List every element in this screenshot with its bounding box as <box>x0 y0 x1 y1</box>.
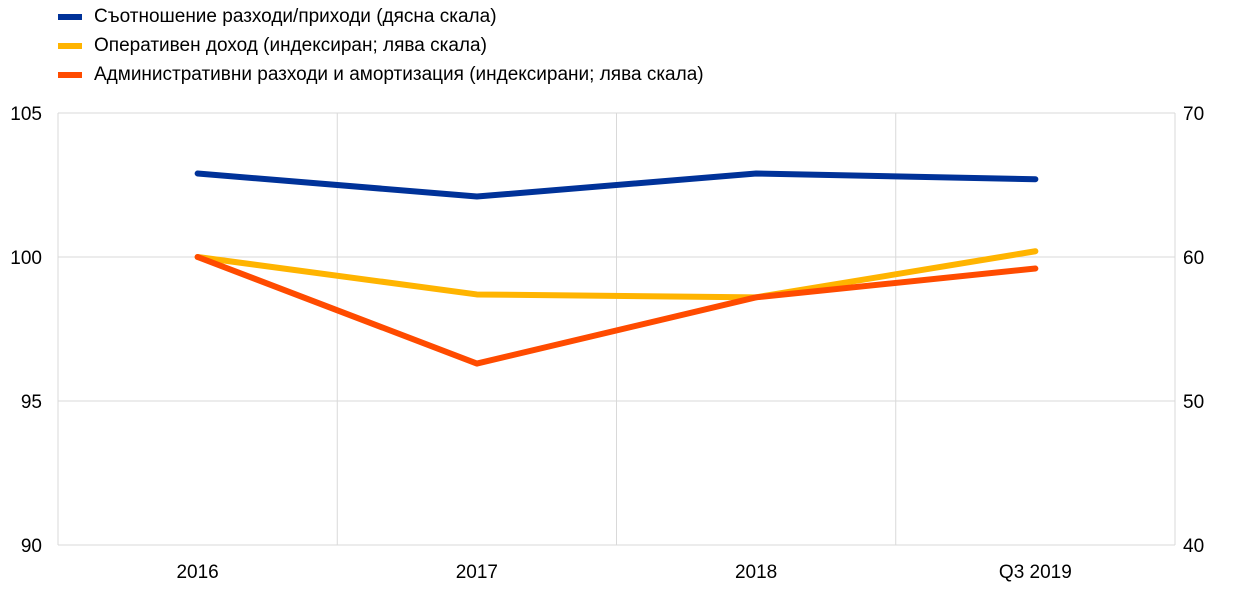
series-line-1 <box>194 248 1039 301</box>
x-axis-tick-label: 2016 <box>176 562 218 583</box>
right-axis-tick-label: 60 <box>1183 248 1204 269</box>
legend-swatch <box>58 13 82 20</box>
legend-swatch <box>58 42 82 49</box>
x-axis-tick-label: Q3 2019 <box>999 562 1072 583</box>
legend-label: Административни разходи и амортизация (и… <box>94 63 704 85</box>
left-axis-tick-label: 105 <box>10 104 42 125</box>
legend-label: Оперативен доход (индексиран; лява скала… <box>94 34 487 56</box>
legend-item-cost-income: Съотношение разходи/приходи (дясна скала… <box>58 2 704 31</box>
x-axis-tick-label: 2018 <box>735 562 777 583</box>
legend-label: Съотношение разходи/приходи (дясна скала… <box>94 5 497 27</box>
x-axis-tick-label: 2017 <box>456 562 498 583</box>
legend-swatch <box>58 71 82 78</box>
left-axis-tick-label: 100 <box>10 248 42 269</box>
series-line-2 <box>194 254 1039 367</box>
legend-item-operating-income: Оперативен доход (индексиран; лява скала… <box>58 31 704 60</box>
left-axis-tick-label: 95 <box>21 392 42 413</box>
right-axis-tick-label: 50 <box>1183 392 1204 413</box>
left-axis-tick-label: 90 <box>21 536 42 557</box>
right-axis-tick-label: 40 <box>1183 536 1204 557</box>
legend-item-admin-expenses: Административни разходи и амортизация (и… <box>58 60 704 89</box>
chart-legend: Съотношение разходи/приходи (дясна скала… <box>58 2 704 89</box>
right-axis-tick-label: 70 <box>1183 104 1204 125</box>
series-line-0 <box>194 170 1039 200</box>
